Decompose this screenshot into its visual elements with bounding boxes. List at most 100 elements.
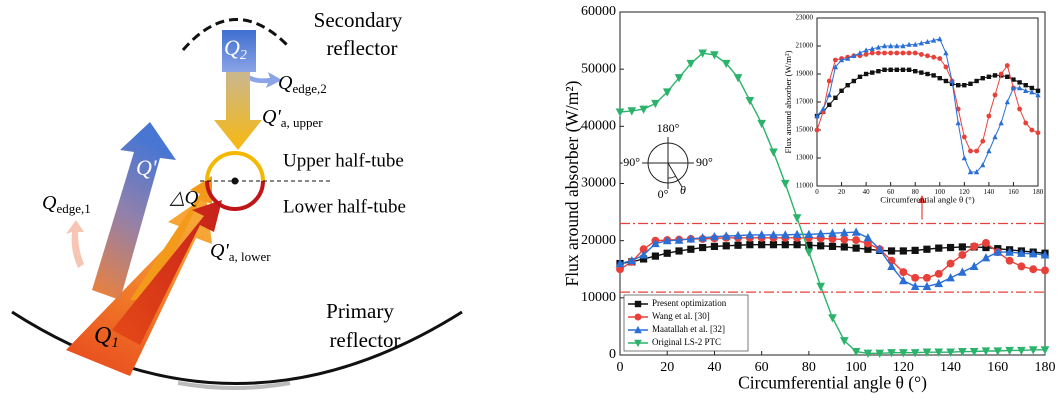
marker [930, 37, 937, 43]
marker [981, 347, 991, 356]
marker [863, 71, 869, 77]
q-label: Q1 [94, 323, 119, 352]
marker [887, 261, 896, 270]
marker [974, 78, 979, 84]
marker [757, 119, 766, 129]
marker [946, 243, 955, 252]
q-sub: 2 [157, 168, 164, 183]
marker [845, 55, 851, 61]
marker [955, 120, 961, 126]
marker [863, 239, 872, 248]
marker [1004, 63, 1010, 69]
label: Primary [326, 299, 394, 323]
plot-frame [816, 17, 1039, 187]
marker [946, 259, 955, 268]
marker [792, 229, 802, 238]
marker [1041, 266, 1049, 275]
marker [839, 337, 849, 346]
marker [816, 229, 826, 238]
x-tick-label: 180 [1035, 360, 1056, 375]
y-axis-label: Flux around absorber (W/m²) [783, 50, 793, 153]
q-main: Q [94, 323, 111, 349]
marker [970, 242, 979, 251]
marker [634, 339, 642, 348]
marker [1029, 85, 1035, 91]
marker [675, 247, 683, 255]
x-tick-label: 20 [660, 360, 674, 375]
q-label: Q'2 [136, 155, 164, 183]
q-label: Qedge,2 [278, 72, 327, 96]
marker [734, 241, 742, 249]
x-tick-label: 100 [846, 360, 867, 375]
marker [992, 73, 998, 78]
marker [710, 231, 719, 241]
marker [934, 278, 944, 288]
y-tick-label: 19000 [796, 70, 814, 78]
x-tick-label: 120 [893, 360, 914, 375]
marker [986, 113, 992, 119]
marker [918, 51, 924, 57]
marker [804, 248, 814, 257]
marker [998, 71, 1004, 77]
marker [857, 74, 863, 79]
marker [634, 300, 642, 308]
marker [931, 73, 936, 78]
marker [840, 235, 849, 244]
marker [780, 230, 790, 239]
y-tick-label: 60000 [581, 4, 616, 19]
marker [943, 64, 949, 70]
marker [894, 67, 900, 72]
marker [1023, 83, 1028, 88]
marker [662, 88, 672, 97]
marker [910, 349, 920, 358]
marker [937, 36, 943, 42]
q2-prime-arrow [92, 122, 176, 300]
marker [1005, 74, 1010, 79]
marker [792, 214, 802, 223]
marker [817, 242, 825, 250]
angle-arc [667, 175, 677, 179]
marker [924, 38, 931, 44]
marker [946, 273, 955, 282]
marker [973, 169, 980, 175]
marker [722, 242, 730, 250]
q-main: Q [278, 72, 293, 94]
marker [674, 74, 684, 83]
legend-label: Maatallah et al. [32] [652, 324, 725, 334]
upper-half-tube [205, 151, 265, 182]
marker [615, 108, 625, 117]
marker [875, 44, 882, 50]
marker [758, 241, 766, 249]
marker [1010, 85, 1017, 91]
marker [961, 155, 967, 161]
q-sub: a, lower [229, 249, 272, 264]
x-tick-label: 140 [940, 360, 961, 375]
marker [1029, 265, 1038, 274]
marker [840, 243, 848, 251]
marker [993, 347, 1003, 356]
marker [882, 67, 887, 72]
y-tick-label: 40000 [581, 119, 616, 134]
marker [961, 134, 967, 140]
marker [876, 69, 881, 74]
marker [639, 250, 648, 259]
legend-label: Present optimization [652, 298, 727, 308]
x-tick-label: 80 [802, 360, 816, 375]
marker [913, 69, 918, 74]
q-main: Q' [210, 240, 229, 262]
marker [980, 76, 985, 81]
marker [1035, 92, 1041, 98]
marker [863, 47, 869, 53]
marker [982, 238, 990, 247]
marker [900, 50, 906, 56]
marker [627, 255, 637, 265]
delta-q-arrow [130, 176, 212, 300]
y-tick-label: 13000 [796, 154, 814, 162]
x-tick-label: 80 [912, 188, 920, 196]
marker [986, 148, 992, 154]
x-tick-label: 160 [987, 360, 1008, 375]
marker [943, 78, 949, 84]
marker [674, 235, 684, 244]
q-label: Q'a, lower [210, 240, 271, 264]
x-tick-label: 120 [959, 188, 970, 196]
